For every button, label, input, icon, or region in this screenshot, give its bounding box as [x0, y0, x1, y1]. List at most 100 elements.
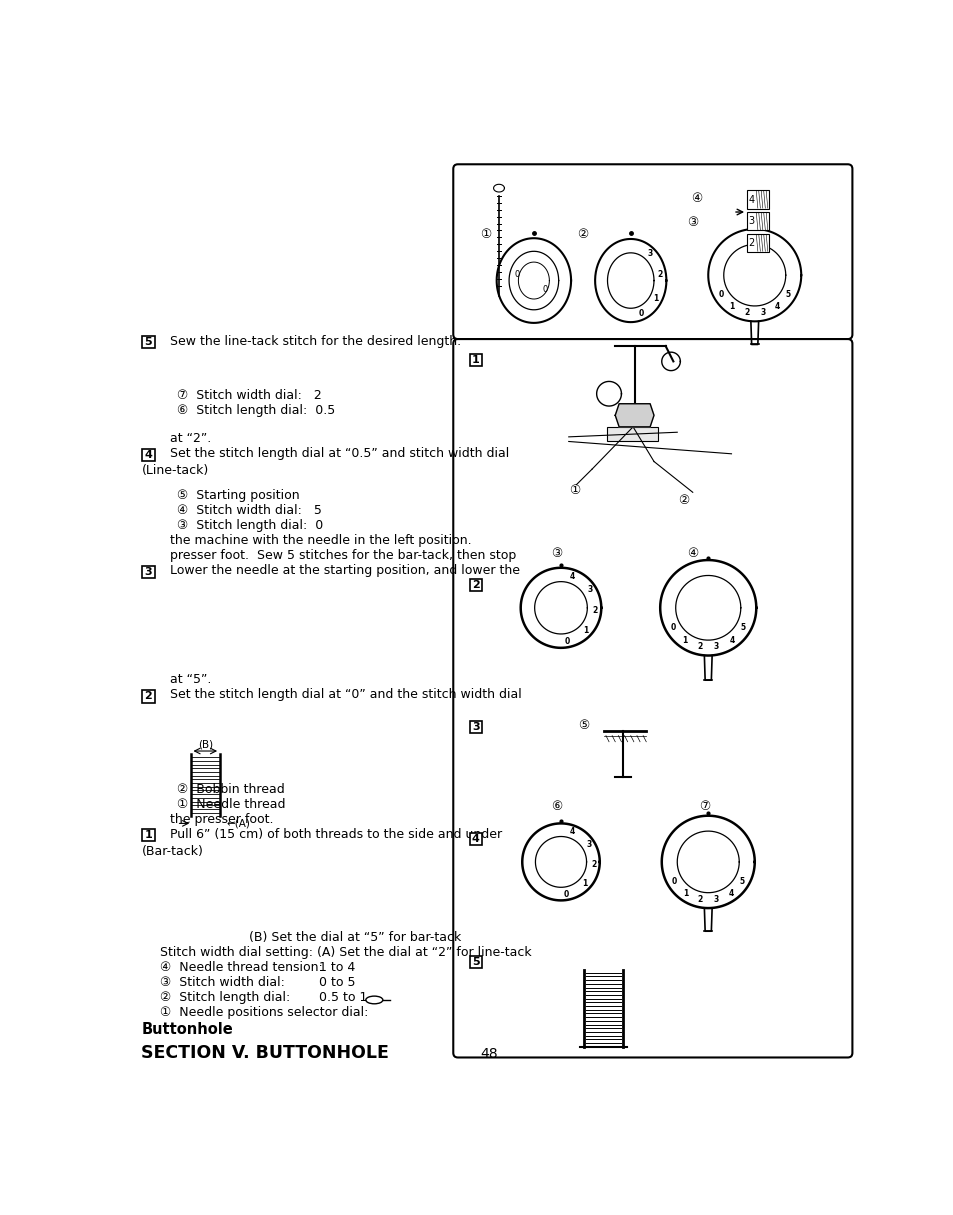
Text: 1: 1	[144, 830, 152, 840]
Bar	[142, 566, 154, 578]
Text: 2: 2	[748, 238, 754, 248]
Bar	[607, 426, 658, 441]
Text: 0: 0	[718, 290, 723, 299]
Text: 3: 3	[585, 840, 591, 849]
Text: Buttonhole: Buttonhole	[141, 1022, 233, 1038]
Text: 1 to 4: 1 to 4	[318, 961, 355, 973]
Text: 5: 5	[145, 337, 152, 346]
Text: SECTION V. BUTTONHOLE: SECTION V. BUTTONHOLE	[141, 1044, 389, 1062]
Text: 0: 0	[563, 637, 569, 645]
Text: ←(A): ←(A)	[226, 819, 250, 829]
Bar	[469, 578, 481, 590]
Text: 1: 1	[583, 626, 588, 635]
Text: 2: 2	[472, 580, 479, 589]
Text: ②: ②	[577, 228, 588, 241]
Text: 0: 0	[671, 877, 677, 886]
Text: 4: 4	[144, 450, 152, 460]
Text: 1: 1	[682, 888, 687, 898]
Bar	[142, 448, 154, 462]
Text: 5: 5	[472, 957, 479, 967]
Text: Stitch width dial setting: (A) Set the dial at “2” for line-tack: Stitch width dial setting: (A) Set the d…	[160, 945, 531, 959]
Text: ②  Bobbin thread: ② Bobbin thread	[176, 782, 284, 796]
Text: 4: 4	[472, 833, 479, 843]
Text: 2: 2	[743, 309, 748, 317]
Text: (Bar-tack): (Bar-tack)	[141, 844, 203, 858]
Bar	[142, 829, 154, 841]
Text: Pull 6” (15 cm) of both threads to the side and under: Pull 6” (15 cm) of both threads to the s…	[170, 827, 501, 841]
Text: 5: 5	[740, 623, 745, 632]
Text: ①  Needle positions selector dial:: ① Needle positions selector dial:	[160, 1006, 368, 1018]
Text: 1: 1	[472, 355, 479, 364]
Text: ③: ③	[551, 548, 562, 560]
Ellipse shape	[365, 996, 382, 1004]
Text: 1: 1	[681, 635, 686, 645]
Text: 0: 0	[563, 889, 569, 899]
Bar	[746, 213, 768, 231]
Text: ⑦: ⑦	[698, 799, 709, 813]
Text: 1: 1	[582, 880, 587, 888]
Text: (B) Set the dial at “5” for bar-tack: (B) Set the dial at “5” for bar-tack	[249, 931, 460, 944]
Text: 2: 2	[592, 606, 597, 615]
Text: 4: 4	[774, 301, 780, 311]
Text: ⑤: ⑤	[578, 719, 589, 733]
Text: Lower the needle at the starting position, and lower the: Lower the needle at the starting positio…	[170, 564, 519, 577]
Polygon shape	[615, 403, 654, 426]
Text: 3: 3	[472, 722, 479, 733]
Text: ⑥  Stitch length dial:  0.5: ⑥ Stitch length dial: 0.5	[176, 405, 335, 417]
Text: 5: 5	[739, 877, 743, 886]
Text: 3: 3	[646, 249, 652, 258]
Text: Set the stitch length dial at “0.5” and stitch width dial: Set the stitch length dial at “0.5” and …	[170, 447, 508, 460]
Text: 4: 4	[569, 571, 575, 581]
Text: 0: 0	[514, 270, 518, 279]
FancyBboxPatch shape	[453, 339, 852, 1057]
Bar	[469, 832, 481, 844]
Text: ①  Needle thread: ① Needle thread	[176, 798, 285, 810]
Text: ③  Stitch length dial:  0: ③ Stitch length dial: 0	[176, 519, 323, 532]
Text: 2: 2	[144, 691, 152, 701]
Text: ④  Stitch width dial:   5: ④ Stitch width dial: 5	[176, 504, 321, 518]
Text: ①: ①	[569, 485, 580, 497]
Text: 1: 1	[653, 294, 659, 303]
Text: (Line-tack): (Line-tack)	[141, 464, 209, 476]
Text: (B): (B)	[197, 740, 213, 750]
Text: ⑥: ⑥	[551, 799, 562, 813]
Text: 5: 5	[785, 290, 790, 299]
Text: at “2”.: at “2”.	[170, 433, 211, 445]
Text: 0: 0	[638, 310, 642, 318]
Text: 4: 4	[748, 194, 754, 204]
Text: at “5”.: at “5”.	[170, 673, 211, 686]
FancyBboxPatch shape	[453, 164, 852, 339]
Text: ②: ②	[678, 493, 688, 507]
Text: 3: 3	[145, 567, 152, 577]
Text: ④: ④	[686, 548, 698, 560]
Text: 2: 2	[591, 860, 596, 869]
Text: the presser foot.: the presser foot.	[170, 813, 273, 826]
Text: ③  Stitch width dial:: ③ Stitch width dial:	[160, 976, 285, 989]
Text: ⑤  Starting position: ⑤ Starting position	[176, 490, 299, 502]
Text: 2: 2	[657, 270, 661, 279]
Text: 2: 2	[697, 895, 702, 904]
Text: 4: 4	[728, 635, 734, 645]
Text: 0.5 to 1: 0.5 to 1	[318, 990, 367, 1004]
Text: 0 to 5: 0 to 5	[318, 976, 355, 989]
Bar	[142, 335, 154, 347]
Text: ⑦  Stitch width dial:   2: ⑦ Stitch width dial: 2	[176, 389, 321, 402]
Bar	[746, 233, 768, 252]
Text: 3: 3	[760, 309, 764, 317]
Text: ②  Stitch length dial:: ② Stitch length dial:	[160, 990, 290, 1004]
Bar	[469, 354, 481, 366]
Text: 1: 1	[729, 301, 734, 311]
Text: 4: 4	[569, 826, 575, 836]
Text: Set the stitch length dial at “0” and the stitch width dial: Set the stitch length dial at “0” and th…	[170, 689, 520, 701]
Text: ①: ①	[479, 228, 491, 241]
Text: 4: 4	[728, 888, 733, 898]
Text: ④: ④	[690, 192, 701, 204]
Text: ③: ③	[686, 216, 698, 230]
Text: 3: 3	[586, 586, 592, 594]
Bar	[746, 191, 768, 209]
Text: the machine with the needle in the left position.: the machine with the needle in the left …	[170, 535, 471, 547]
Bar	[469, 956, 481, 968]
Text: 3: 3	[748, 216, 754, 226]
Text: 3: 3	[713, 895, 719, 904]
Text: 2: 2	[697, 643, 701, 651]
